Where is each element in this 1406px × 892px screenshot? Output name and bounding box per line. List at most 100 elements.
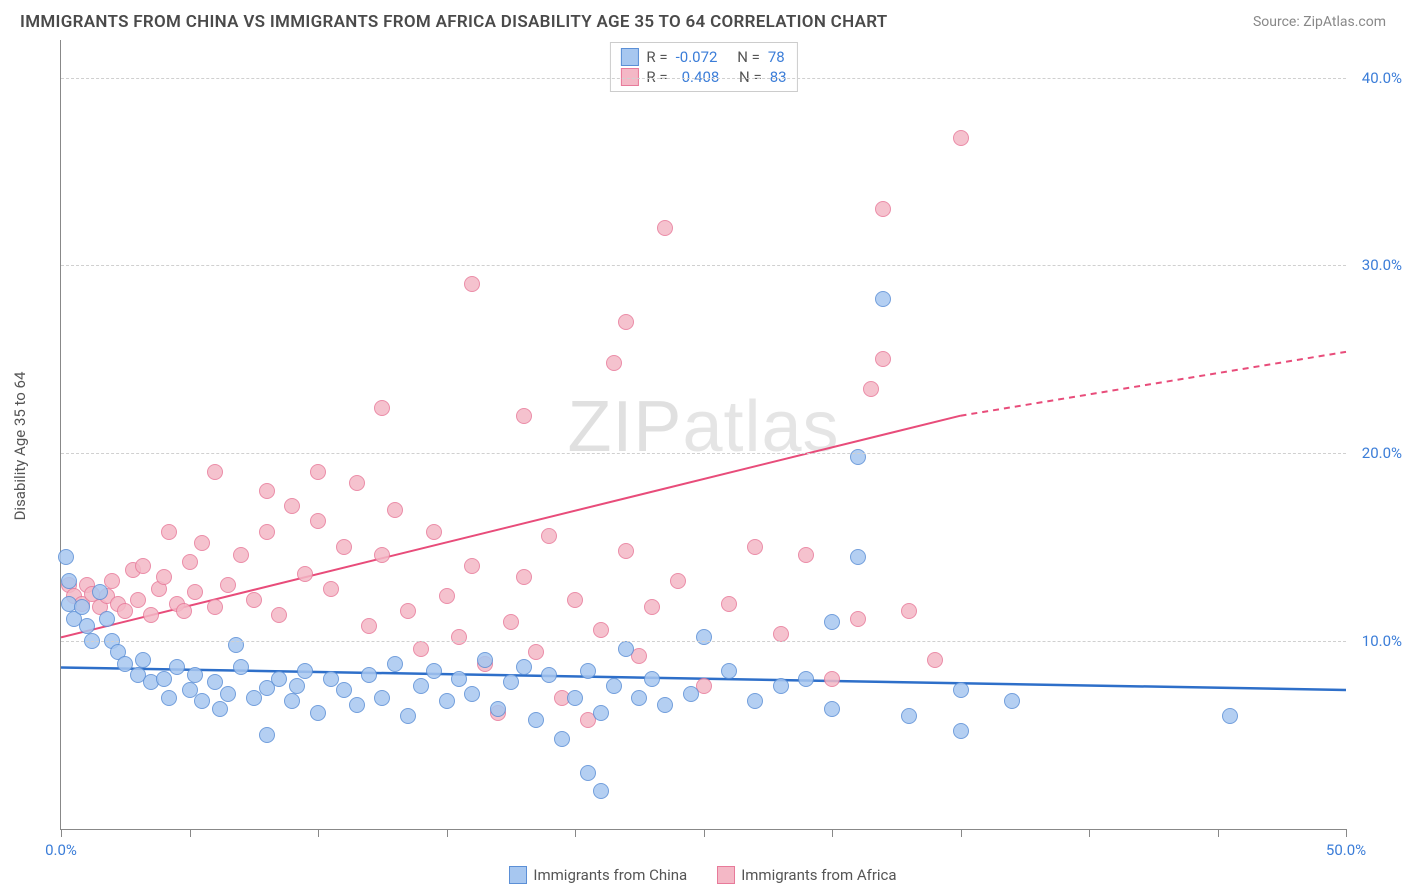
scatter-point-china: [233, 659, 249, 675]
scatter-point-china: [721, 663, 737, 679]
scatter-point-africa: [361, 618, 377, 634]
x-tick: [447, 829, 448, 837]
scatter-point-china: [631, 690, 647, 706]
scatter-point-china: [271, 671, 287, 687]
scatter-point-africa: [297, 566, 313, 582]
scatter-point-china: [169, 659, 185, 675]
scatter-point-africa: [349, 475, 365, 491]
legend-swatch-africa: [717, 866, 735, 884]
scatter-point-china: [187, 667, 203, 683]
x-tick: [1089, 829, 1090, 837]
scatter-point-africa: [528, 644, 544, 660]
scatter-point-china: [426, 663, 442, 679]
scatter-point-china: [58, 549, 74, 565]
gridline: [61, 453, 1346, 454]
scatter-point-china: [516, 659, 532, 675]
scatter-point-china: [259, 727, 275, 743]
scatter-point-africa: [747, 539, 763, 555]
scatter-point-africa: [824, 671, 840, 687]
scatter-point-china: [1004, 693, 1020, 709]
scatter-point-africa: [644, 599, 660, 615]
scatter-point-africa: [901, 603, 917, 619]
scatter-point-africa: [670, 573, 686, 589]
scatter-point-africa: [451, 629, 467, 645]
scatter-point-africa: [953, 130, 969, 146]
legend-item-africa: Immigrants from Africa: [717, 866, 896, 884]
scatter-point-africa: [593, 622, 609, 638]
scatter-point-africa: [207, 599, 223, 615]
scatter-point-africa: [387, 502, 403, 518]
scatter-point-africa: [135, 558, 151, 574]
x-tick: [961, 829, 962, 837]
scatter-point-china: [503, 674, 519, 690]
scatter-point-china: [696, 629, 712, 645]
scatter-point-africa: [798, 547, 814, 563]
scatter-point-china: [297, 663, 313, 679]
scatter-point-africa: [259, 524, 275, 540]
scatter-point-china: [336, 682, 352, 698]
scatter-point-africa: [541, 528, 557, 544]
scatter-point-china: [683, 686, 699, 702]
scatter-point-china: [212, 701, 228, 717]
scatter-point-china: [953, 682, 969, 698]
legend-label-china: Immigrants from China: [533, 866, 687, 884]
x-tick-label: 0.0%: [45, 841, 77, 859]
scatter-point-china: [361, 667, 377, 683]
legend-swatch-china: [509, 866, 527, 884]
scatter-point-africa: [773, 626, 789, 642]
scatter-points-layer: [61, 40, 1346, 829]
scatter-point-africa: [187, 584, 203, 600]
scatter-point-africa: [117, 603, 133, 619]
scatter-point-africa: [104, 573, 120, 589]
scatter-point-china: [798, 671, 814, 687]
scatter-point-africa: [516, 569, 532, 585]
correlation-stats-box: R = -0.072 N = 78 R = 0.408 N = 83: [609, 42, 797, 92]
gridline: [61, 641, 1346, 642]
scatter-point-china: [156, 671, 172, 687]
scatter-point-africa: [323, 581, 339, 597]
scatter-point-china: [541, 667, 557, 683]
scatter-point-africa: [374, 400, 390, 416]
scatter-point-china: [387, 656, 403, 672]
scatter-point-africa: [516, 408, 532, 424]
scatter-point-china: [451, 671, 467, 687]
scatter-point-africa: [194, 535, 210, 551]
scatter-point-china: [824, 614, 840, 630]
scatter-point-china: [567, 690, 583, 706]
scatter-point-china: [220, 686, 236, 702]
scatter-point-africa: [567, 592, 583, 608]
scatter-point-china: [289, 678, 305, 694]
scatter-point-africa: [464, 276, 480, 292]
scatter-point-china: [374, 690, 390, 706]
scatter-point-africa: [271, 607, 287, 623]
scatter-point-africa: [374, 547, 390, 563]
scatter-point-africa: [413, 641, 429, 657]
scatter-point-china: [606, 678, 622, 694]
scatter-point-africa: [310, 464, 326, 480]
bottom-legend: Immigrants from China Immigrants from Af…: [0, 866, 1406, 884]
scatter-point-africa: [207, 464, 223, 480]
chart-title: IMMIGRANTS FROM CHINA VS IMMIGRANTS FROM…: [20, 12, 888, 32]
scatter-point-china: [901, 708, 917, 724]
scatter-point-china: [554, 731, 570, 747]
scatter-point-africa: [464, 558, 480, 574]
scatter-point-china: [228, 637, 244, 653]
scatter-point-china: [824, 701, 840, 717]
scatter-point-africa: [618, 314, 634, 330]
scatter-point-china: [400, 708, 416, 724]
scatter-point-china: [194, 693, 210, 709]
legend-label-africa: Immigrants from Africa: [741, 866, 896, 884]
y-tick-label: 20.0%: [1362, 444, 1402, 462]
x-tick: [832, 829, 833, 837]
scatter-point-china: [850, 449, 866, 465]
x-tick-label: 50.0%: [1326, 841, 1366, 859]
scatter-point-africa: [850, 611, 866, 627]
scatter-point-china: [1222, 708, 1238, 724]
scatter-point-africa: [182, 554, 198, 570]
scatter-point-china: [135, 652, 151, 668]
scatter-point-africa: [721, 596, 737, 612]
y-axis-label: Disability Age 35 to 64: [11, 372, 29, 521]
scatter-point-africa: [606, 355, 622, 371]
source-attribution: Source: ZipAtlas.com: [1253, 14, 1386, 30]
x-tick: [1218, 829, 1219, 837]
